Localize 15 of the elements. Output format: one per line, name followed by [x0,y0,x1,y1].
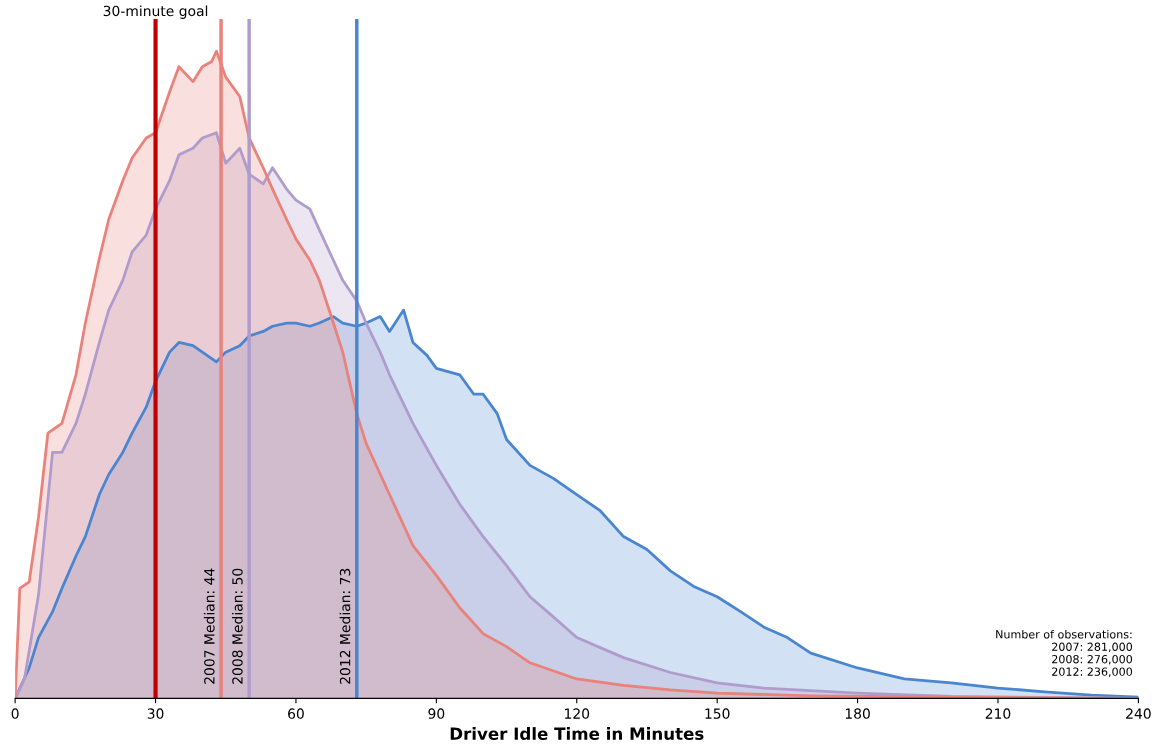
x-tick-label: 30 [147,708,164,719]
ref-line-label: 30-minute goal [103,5,208,19]
x-tick-label: 150 [705,708,730,719]
x-tick-label: 0 [11,708,19,719]
x-tick-label: 90 [428,708,445,719]
x-axis-title: Driver Idle Time in Minutes [450,727,704,740]
ref-line-label: 2007 Median: 44 [203,568,215,684]
x-tick-label: 240 [1126,708,1151,719]
annotation: Number of observations: 2007: 281,000 2008: 276,000 2012: 236,000 [996,629,1133,677]
x-tick-label: 180 [845,708,870,719]
ref-line-label: 2012 Median: 73 [339,568,351,684]
ref-line-label: 2008 Median: 50 [231,568,243,684]
x-tick-label: 210 [985,708,1011,719]
x-tick-label: 120 [565,708,590,719]
x-tick-label: 60 [288,708,304,719]
